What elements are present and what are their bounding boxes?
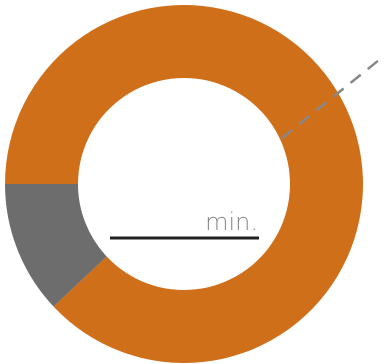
donut-slice-2 <box>5 184 107 307</box>
donut-slices <box>5 4 363 363</box>
center-label: min. <box>205 208 258 236</box>
donut-slice-1 <box>5 4 363 363</box>
